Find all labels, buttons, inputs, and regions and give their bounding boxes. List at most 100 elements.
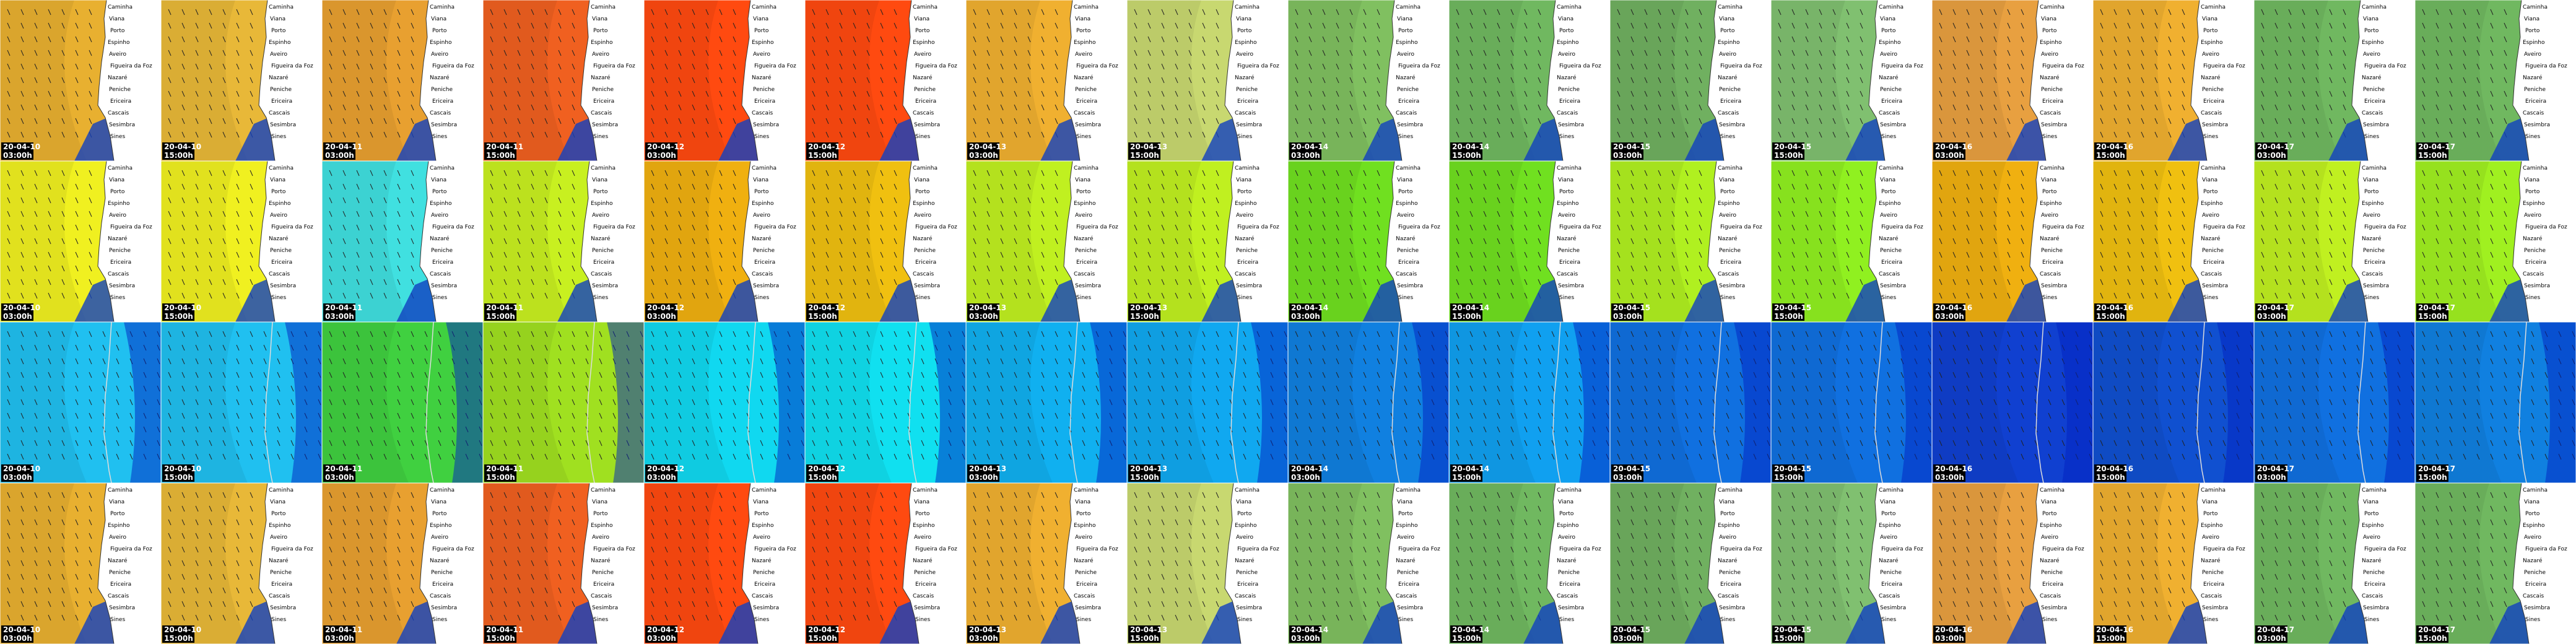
wind-arrow [2329,238,2333,245]
wind-arrow [1617,63,1621,70]
wind-arrow [2274,211,2278,217]
wind-arrow [2274,372,2278,378]
wind-arrow [2463,9,2466,15]
wind-arrow [1336,399,1339,406]
wind-arrow [1993,453,1997,460]
wind-arrow [503,453,507,460]
place-name: Figueira da Foz [915,224,957,230]
wind-arrow [1363,453,1367,460]
tile-date: 20-04-13 [1130,464,1167,473]
wind-arrow [1147,197,1151,204]
wind-arrow [2113,292,2117,299]
wind-arrow [1483,170,1487,176]
wind-arrow [1993,131,1997,138]
wind-arrow [1644,183,1648,190]
land-outline [2196,321,2205,484]
wind-arrow [34,519,38,526]
place-name: Nazaré [108,235,128,242]
wind-arrow [1377,170,1380,176]
wind-arrow [705,372,709,378]
wind-arrow [2422,9,2426,15]
wind-arrow [812,399,816,406]
wind-arrow [397,238,401,245]
place-name: Sines [271,295,286,301]
wind-arrow [812,372,816,378]
wind-arrow [1578,426,1582,433]
shade [1771,0,1858,161]
wind-arrow [2182,279,2185,285]
wind-arrow [1336,36,1339,43]
tile-date: 20-04-13 [1130,142,1167,151]
place-name: Espinho [269,201,291,207]
wind-arrow [1055,224,1058,231]
wind-arrow [2329,9,2333,15]
wind-arrow [1188,372,1192,378]
wind-arrow [250,453,253,460]
wind-arrow [2141,238,2144,245]
wind-arrow [1336,50,1339,56]
place-name: Peniche [1397,87,1419,93]
wind-arrow [1832,50,1836,56]
shade [161,322,248,483]
wind-arrow [2154,372,2158,378]
wind-arrow [973,197,977,204]
wind-arrow [1630,36,1634,43]
wind-arrow [1202,50,1206,56]
wind-arrow [1791,358,1795,365]
wind-arrow [973,453,977,460]
wind-arrow [195,77,199,84]
wind-arrow [1469,9,1473,15]
wind-arrow [1000,131,1004,138]
wind-arrow [209,9,212,15]
wind-arrow [1671,344,1675,351]
wind-arrow [599,412,603,419]
wind-arrow [168,279,172,285]
wind-arrow [34,279,38,285]
wind-arrow [1939,197,1943,204]
wind-arrow [853,90,856,97]
wind-arrow [2435,344,2439,351]
wind-arrow [181,251,185,258]
wind-arrow [1832,440,1836,446]
wind-arrow [2141,224,2144,231]
wind-arrow [2476,170,2480,176]
wind-arrow [1497,440,1500,446]
wind-arrow [1846,292,1850,299]
wind-arrow [438,412,442,419]
wind-arrow [1483,426,1487,433]
wind-arrow [2383,412,2387,419]
tile-time: 03:00h [1935,473,1964,482]
wind-arrow [1308,90,1312,97]
wind-arrow [1699,399,1702,406]
wind-arrow [2007,412,2011,419]
wind-arrow [2113,183,2117,190]
wind-arrow [986,399,990,406]
wind-arrow [1980,50,1983,56]
wind-arrow [853,399,856,406]
wind-arrow [517,292,521,299]
wind-arrow [1243,385,1247,392]
wind-arrow [2504,211,2507,217]
wind-arrow [934,412,938,419]
wind-arrow [1791,197,1795,204]
wind-arrow [2100,197,2104,204]
wind-arrow [1497,279,1500,285]
wind-arrow [1256,426,1260,433]
place-name: Espinho [1557,40,1579,46]
wind-arrow [1805,131,1809,138]
place-name: Viana [1719,16,1734,22]
place-name: Caminha [1718,4,1743,11]
wind-arrow [531,22,534,29]
wind-arrow [1390,453,1394,460]
wind-arrow [2168,63,2172,70]
wind-arrow [2154,131,2158,138]
wind-arrow [7,358,11,365]
wind-arrow [1846,238,1850,245]
wind-arrow [250,358,253,365]
place-name: Ericeira [110,259,131,266]
wind-arrow [1336,265,1339,272]
wind-arrow [1712,344,1716,351]
wind-arrow [181,63,185,70]
